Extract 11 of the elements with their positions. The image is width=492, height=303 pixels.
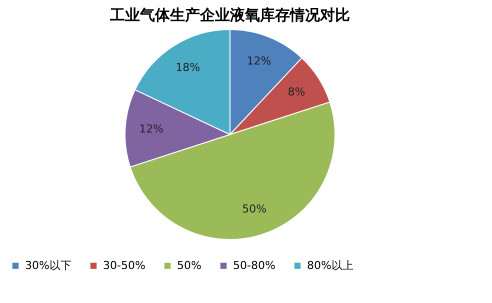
data-label: 12% — [139, 122, 164, 136]
data-label: 50% — [242, 202, 267, 216]
data-label: 12% — [246, 54, 272, 68]
legend-label: 30%以下 — [25, 258, 72, 272]
legend-label: 80%以上 — [307, 258, 354, 272]
chart-title: 工业气体生产企业液氧库存情况对比 — [109, 6, 350, 24]
legend-label: 30-50% — [103, 258, 146, 272]
data-label: 8% — [288, 85, 306, 98]
legend-label: 50-80% — [233, 258, 276, 272]
legend-label: 50% — [177, 258, 202, 272]
data-label: 18% — [176, 61, 200, 74]
